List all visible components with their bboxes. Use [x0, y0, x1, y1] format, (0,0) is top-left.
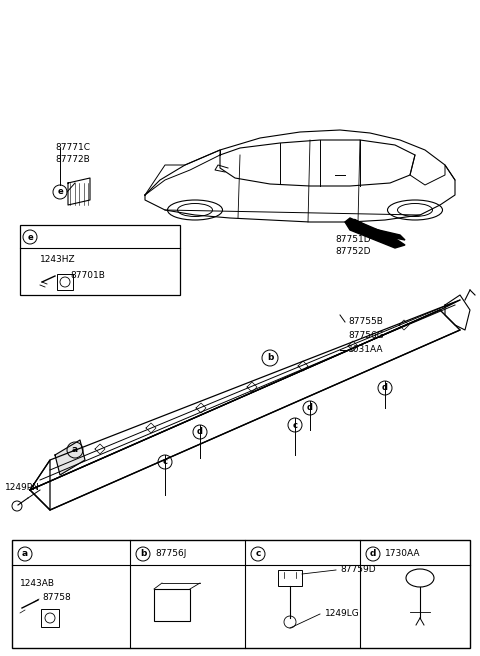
- Text: e: e: [57, 188, 63, 197]
- Text: d: d: [307, 403, 313, 413]
- Ellipse shape: [168, 200, 223, 220]
- Text: d: d: [382, 384, 388, 392]
- Text: a: a: [22, 550, 28, 558]
- Text: 1243AB: 1243AB: [20, 579, 55, 588]
- Text: 87751D: 87751D: [335, 236, 371, 245]
- Text: d: d: [370, 550, 376, 558]
- Text: 87771C: 87771C: [55, 144, 90, 152]
- Text: 87752D: 87752D: [335, 247, 371, 256]
- Text: 87772B: 87772B: [55, 155, 90, 165]
- Text: c: c: [163, 457, 168, 466]
- Text: 87755B: 87755B: [348, 318, 383, 327]
- FancyBboxPatch shape: [20, 225, 180, 295]
- Text: 1730AA: 1730AA: [385, 550, 420, 558]
- Text: c: c: [255, 550, 261, 558]
- Polygon shape: [350, 220, 405, 240]
- Text: 1031AA: 1031AA: [348, 346, 384, 354]
- Text: d: d: [197, 428, 203, 436]
- Text: 1249PN: 1249PN: [5, 483, 40, 493]
- Polygon shape: [55, 440, 85, 475]
- Polygon shape: [345, 218, 405, 248]
- Text: 87756J: 87756J: [155, 550, 186, 558]
- Text: 87701B: 87701B: [70, 270, 105, 279]
- Ellipse shape: [178, 203, 213, 216]
- Ellipse shape: [397, 203, 432, 216]
- FancyBboxPatch shape: [12, 540, 470, 648]
- Text: a: a: [72, 445, 78, 455]
- Text: 87759D: 87759D: [340, 565, 376, 575]
- Text: b: b: [140, 550, 146, 558]
- Ellipse shape: [387, 200, 443, 220]
- Text: 87756G: 87756G: [348, 331, 384, 340]
- Text: c: c: [292, 420, 298, 430]
- Text: 1243HZ: 1243HZ: [40, 255, 76, 264]
- Text: b: b: [267, 354, 273, 363]
- Text: e: e: [27, 232, 33, 241]
- Text: 1249LG: 1249LG: [325, 609, 360, 619]
- Text: 87758: 87758: [42, 592, 71, 602]
